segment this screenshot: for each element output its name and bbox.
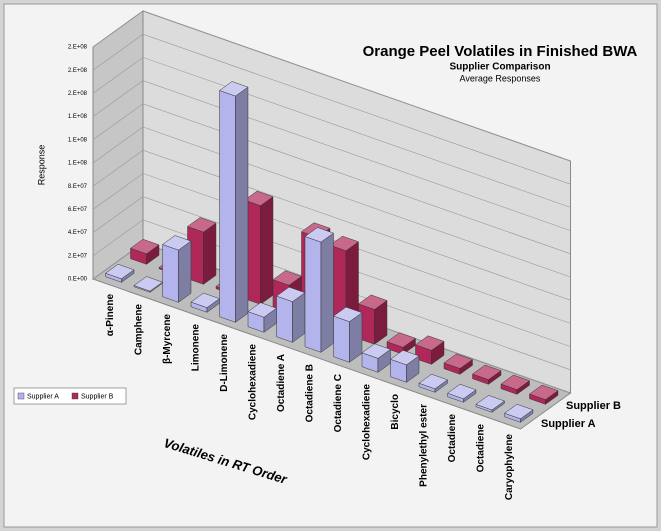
chart-subtitle: Supplier Comparison xyxy=(449,62,550,73)
x-tick-label: α-Pinene xyxy=(105,294,116,337)
bar-side xyxy=(320,232,334,353)
legend-swatch xyxy=(71,392,79,400)
x-tick-label: D-Limonene xyxy=(219,334,230,392)
x-tick-label: Caryophylene xyxy=(504,434,515,501)
series-label: Supplier B xyxy=(566,400,621,412)
bar-front xyxy=(333,315,350,363)
legend-box xyxy=(13,387,127,405)
bar-top xyxy=(304,227,335,243)
y-tick-label: 8.E+07 xyxy=(68,184,88,190)
grid-line xyxy=(92,57,571,208)
grid-line xyxy=(92,126,571,278)
x-tick-label: Phenylethyl ester xyxy=(418,404,429,487)
bar-top xyxy=(104,263,135,280)
bar-top xyxy=(161,235,192,251)
bar-side xyxy=(260,196,274,305)
bar-top xyxy=(503,403,534,420)
bar-top xyxy=(129,238,160,255)
grid-line xyxy=(92,196,571,347)
x-tick-label: Limonene xyxy=(190,324,201,372)
y-tick-label: 2.E+08 xyxy=(68,45,88,51)
y-tick-label: 6.E+07 xyxy=(68,207,88,213)
bar-top xyxy=(418,373,449,390)
legend: Supplier A Supplier B xyxy=(13,387,127,405)
bar-top xyxy=(471,364,502,380)
bar-top xyxy=(386,332,417,348)
x-tick-label: Cyclohexadiene xyxy=(247,344,258,421)
bar-top xyxy=(332,306,363,322)
x-tick-label: Bicyclo xyxy=(390,394,401,430)
grid-line xyxy=(92,10,571,162)
grid-line xyxy=(92,173,571,324)
bar-front xyxy=(219,90,236,323)
legend-swatch xyxy=(17,392,25,400)
bar-top xyxy=(329,235,360,252)
grid-line xyxy=(92,33,571,185)
x-tick-label: β-Myrcene xyxy=(162,314,173,364)
legend-label: Supplier A xyxy=(27,393,59,400)
bar-front xyxy=(162,244,179,303)
grid-line xyxy=(92,103,571,255)
x-tick-label: Octadiene A xyxy=(276,354,287,412)
bar-side xyxy=(235,86,249,323)
y-tick-label: 1.E+08 xyxy=(68,161,88,167)
x-tick-label: Octadiene C xyxy=(333,374,344,432)
bar-top xyxy=(361,343,392,359)
bar-front xyxy=(276,295,293,343)
grid-line xyxy=(92,219,571,371)
y-tick-label: 1.E+08 xyxy=(68,137,88,143)
grid-line xyxy=(92,80,571,231)
bar-top xyxy=(414,335,445,351)
y-tick-label: 1.E+08 xyxy=(68,114,88,120)
bar-top xyxy=(357,294,388,310)
bar-side xyxy=(203,222,217,285)
y-tick-label: 2.E+07 xyxy=(68,253,88,259)
bar-top xyxy=(443,353,474,369)
y-tick-label: 0.E+00 xyxy=(68,277,88,283)
x-tick-label: Camphene xyxy=(133,304,144,356)
y-tick-label: 4.E+07 xyxy=(68,230,88,236)
bar-top xyxy=(389,350,420,366)
chart-subtitle: Average Responses xyxy=(460,73,541,83)
y-tick-label: 2.E+08 xyxy=(68,91,88,97)
bar-top xyxy=(500,374,531,390)
x-tick-label: Octadiene xyxy=(447,414,458,463)
bar-top xyxy=(475,395,506,411)
bar-side xyxy=(178,240,192,303)
x-tick-label: Cyclohexadiene xyxy=(361,384,372,461)
bar-top xyxy=(446,383,477,400)
bar-front xyxy=(304,236,322,353)
bar-top xyxy=(528,384,559,400)
legend-label: Supplier B xyxy=(81,393,114,400)
bar-top xyxy=(243,190,274,206)
y-tick-label: 2.E+08 xyxy=(68,68,88,74)
chart-title: Orange Peel Volatiles in Finished BWA xyxy=(363,43,638,60)
x-tick-label: Octadiene B xyxy=(304,364,315,422)
bar-top xyxy=(218,81,249,97)
x-tick-label: Octadiene xyxy=(475,424,486,473)
series-label: Supplier A xyxy=(541,418,596,430)
y-axis-title: Response xyxy=(36,145,46,186)
bar-top xyxy=(186,217,217,233)
grid-line xyxy=(92,149,571,301)
